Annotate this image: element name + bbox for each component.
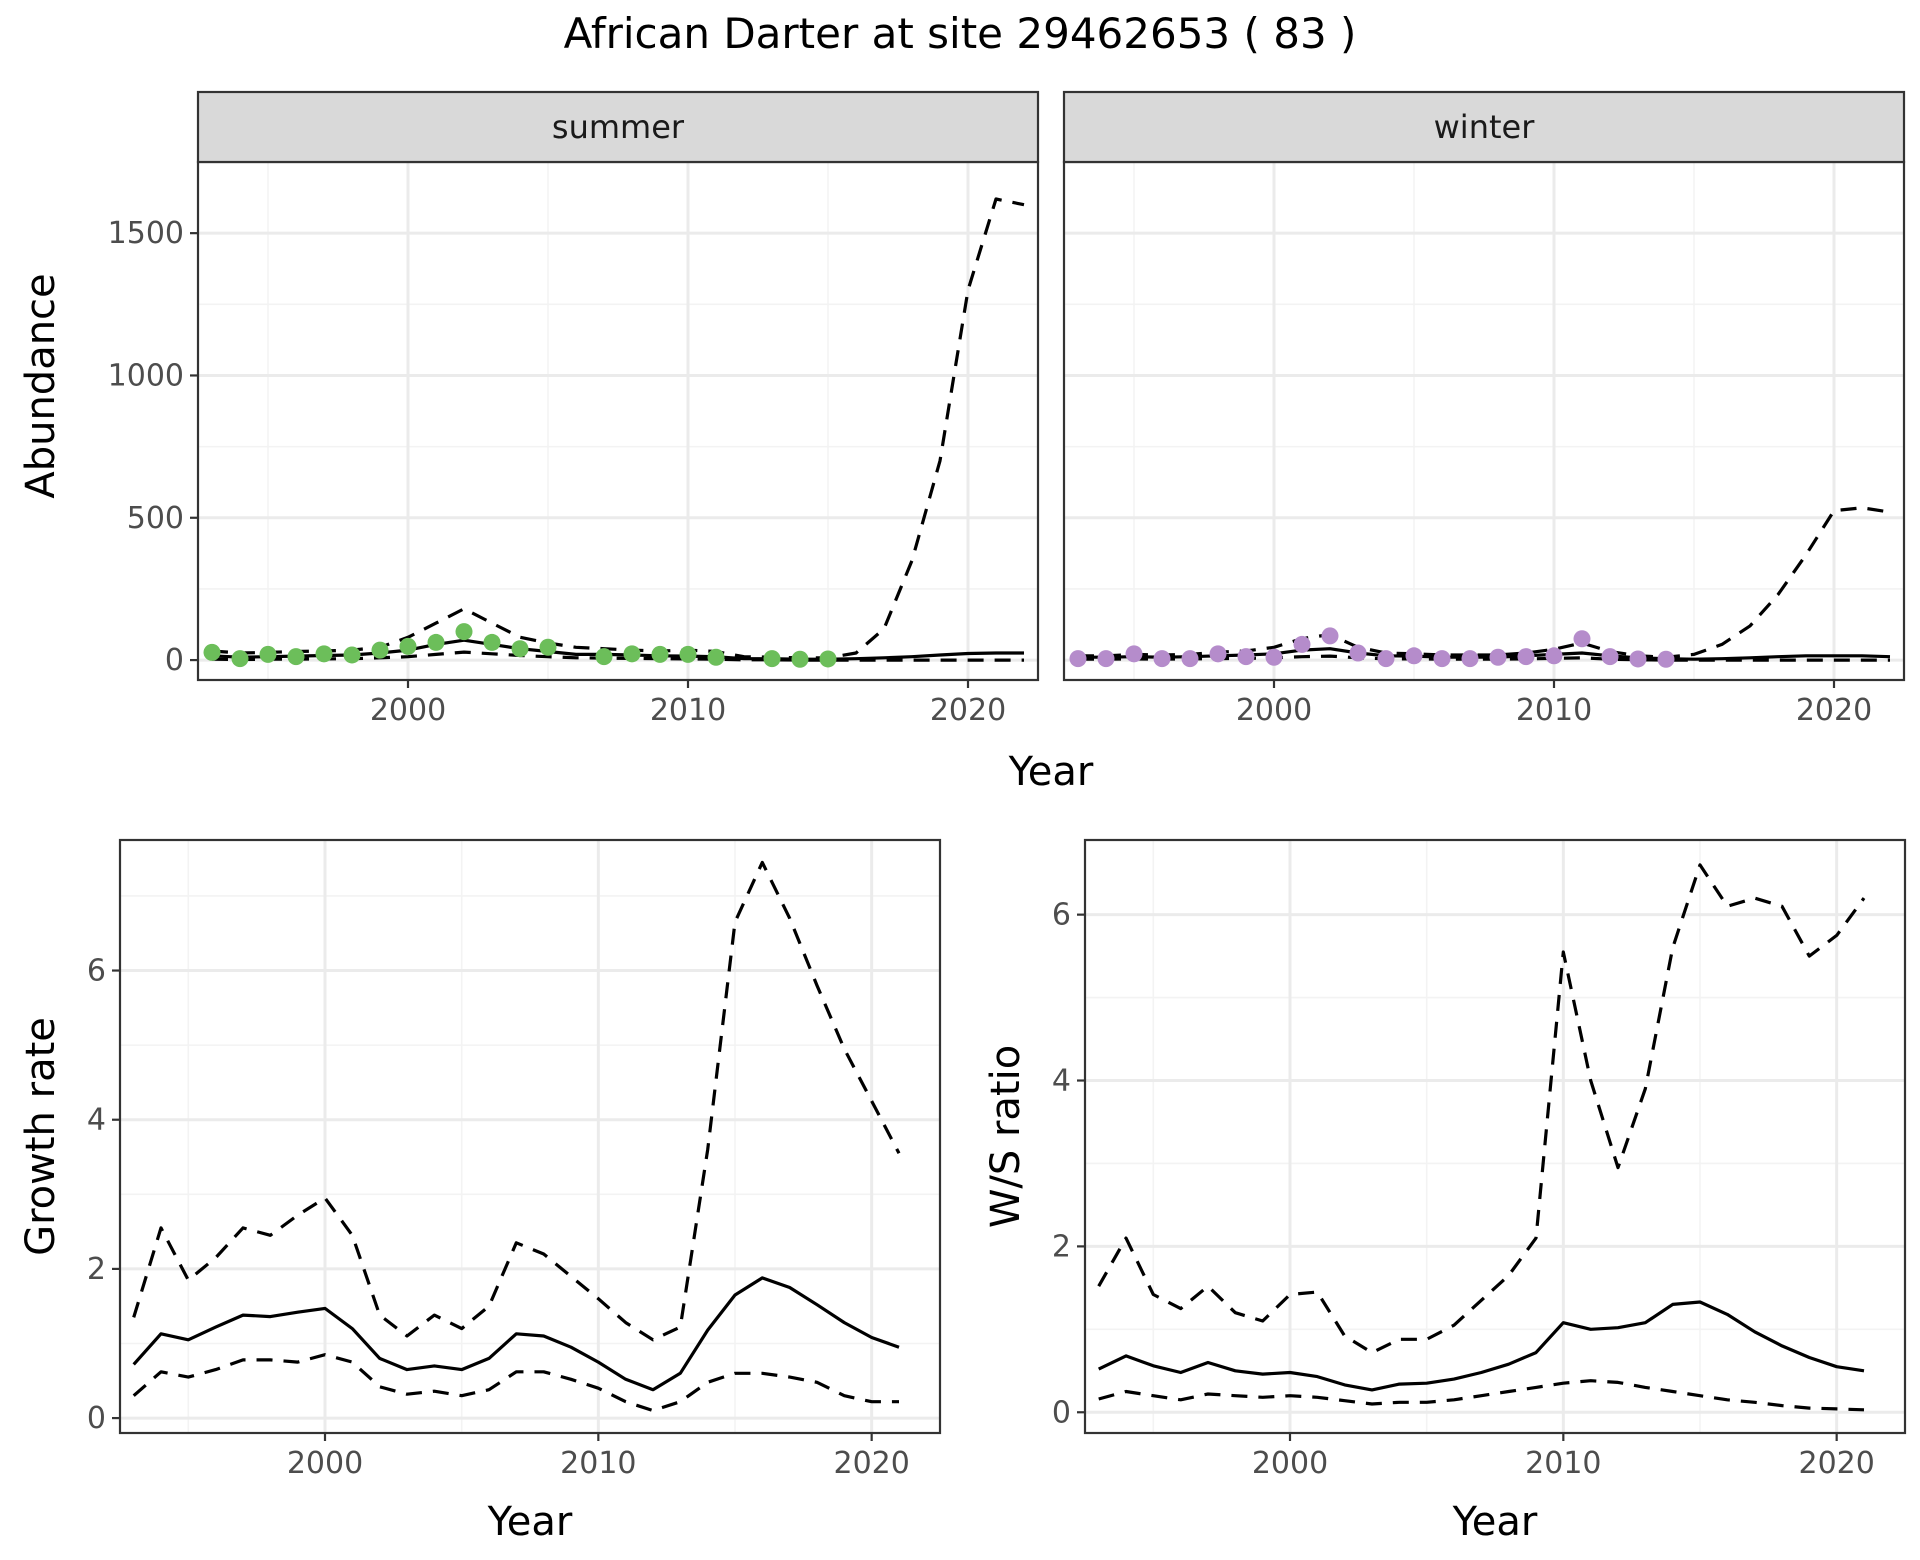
- data-point: [315, 645, 333, 663]
- data-point: [1153, 650, 1171, 668]
- data-point: [651, 645, 669, 663]
- y-tick-label: 1000: [108, 358, 184, 393]
- data-point: [1657, 650, 1675, 668]
- data-point: [1629, 650, 1647, 668]
- panel-border: [118, 838, 942, 1435]
- data-point: [203, 643, 221, 661]
- facet-strip-label: summer: [552, 108, 685, 146]
- data-point: [511, 640, 529, 658]
- y-axis-title: Growth rate: [18, 1017, 64, 1256]
- y-tick-label: 1500: [108, 216, 184, 251]
- y-tick-label: 4: [1052, 1064, 1071, 1099]
- data-point: [259, 645, 277, 663]
- facet-strip: [196, 90, 1040, 164]
- y-tick-label: 2: [1052, 1229, 1071, 1264]
- data-point: [1293, 635, 1311, 653]
- panel-2: 2000 2010 2020 0 2 4 6 Growth rate: [18, 838, 942, 1481]
- data-point: [231, 650, 249, 668]
- panel-1: winter 2000 2010 2020: [1062, 90, 1906, 728]
- panel-0: summer 2000 2010 2020 0 500 1000 1500 Abundance: [18, 90, 1040, 728]
- panel-background: [1064, 162, 1904, 680]
- data-point: [1377, 650, 1395, 668]
- data-point: [1489, 648, 1507, 666]
- data-point: [427, 633, 445, 651]
- panel-border: [1083, 838, 1907, 1435]
- facet-strip: [1062, 90, 1906, 164]
- data-point: [287, 648, 305, 666]
- x-tick-label: 2010: [1516, 693, 1592, 728]
- x-tick-label: 2020: [930, 693, 1006, 728]
- panel-background: [198, 162, 1038, 680]
- data-point: [1265, 648, 1283, 666]
- data-point: [1349, 644, 1367, 662]
- data-point: [1209, 645, 1227, 663]
- y-tick-label: 0: [87, 1401, 106, 1436]
- series-line-estimate: [132, 1276, 900, 1392]
- data-point: [483, 633, 501, 651]
- series-line-bound-1: [132, 860, 901, 1342]
- x-tick-label: 2020: [1798, 1446, 1874, 1481]
- x-tick-label: 2010: [650, 693, 726, 728]
- panel-background: [1085, 840, 1905, 1433]
- data-point: [399, 637, 417, 655]
- data-point: [371, 641, 389, 659]
- data-point: [1069, 650, 1087, 668]
- x-tick-label: 2000: [370, 693, 446, 728]
- x-tick-label: 2020: [833, 1446, 909, 1481]
- facet-strip-label: winter: [1434, 108, 1536, 146]
- data-point: [343, 646, 361, 664]
- x-tick-label: 2000: [1252, 1446, 1328, 1481]
- data-point: [679, 645, 697, 663]
- data-point: [707, 648, 725, 666]
- data-point: [1601, 648, 1619, 666]
- data-point: [1405, 647, 1423, 665]
- x-axis-title-top: Year: [1008, 749, 1094, 795]
- data-point: [763, 650, 781, 668]
- data-point: [1181, 650, 1199, 668]
- data-point: [1461, 650, 1479, 668]
- y-tick-label: 500: [127, 501, 184, 536]
- y-axis-title: W/S ratio: [983, 1045, 1029, 1228]
- series-line-bound-2: [1098, 1379, 1865, 1412]
- x-tick-label: 2010: [1525, 1446, 1601, 1481]
- x-tick-label: 2000: [287, 1446, 363, 1481]
- data-point: [791, 650, 809, 668]
- series-line-estimate: [1098, 1300, 1865, 1392]
- data-point: [455, 623, 473, 641]
- y-tick-label: 0: [1052, 1395, 1071, 1430]
- panel-3: 2000 2010 2020 0 2 4 6 W/S ratio: [983, 838, 1907, 1481]
- data-point: [1237, 648, 1255, 666]
- data-point: [1433, 650, 1451, 668]
- series-line-bound-1: [1097, 863, 1866, 1355]
- x-tick-label: 2020: [1796, 693, 1872, 728]
- data-point: [819, 650, 837, 668]
- x-tick-label: 2000: [1236, 693, 1312, 728]
- data-point: [1517, 648, 1535, 666]
- y-tick-label: 0: [165, 643, 184, 678]
- data-point: [1545, 647, 1563, 665]
- y-axis-title: Abundance: [18, 273, 64, 498]
- data-point: [595, 648, 613, 666]
- data-point: [539, 638, 557, 656]
- y-tick-label: 6: [1052, 898, 1071, 933]
- data-point: [1125, 645, 1143, 663]
- y-tick-label: 6: [87, 954, 106, 989]
- x-tick-label: 2010: [560, 1446, 636, 1481]
- data-point: [623, 645, 641, 663]
- y-tick-label: 4: [87, 1103, 106, 1138]
- data-point: [1097, 650, 1115, 668]
- main-title: African Darter at site 29462653 ( 83 ): [564, 9, 1357, 58]
- y-tick-label: 2: [87, 1252, 106, 1287]
- series-line-bound-2: [132, 1353, 899, 1413]
- data-point: [1321, 627, 1339, 645]
- x-axis-title-ratio: Year: [1452, 1499, 1538, 1545]
- x-axis-title-growth: Year: [487, 1499, 573, 1545]
- data-point: [1573, 630, 1591, 648]
